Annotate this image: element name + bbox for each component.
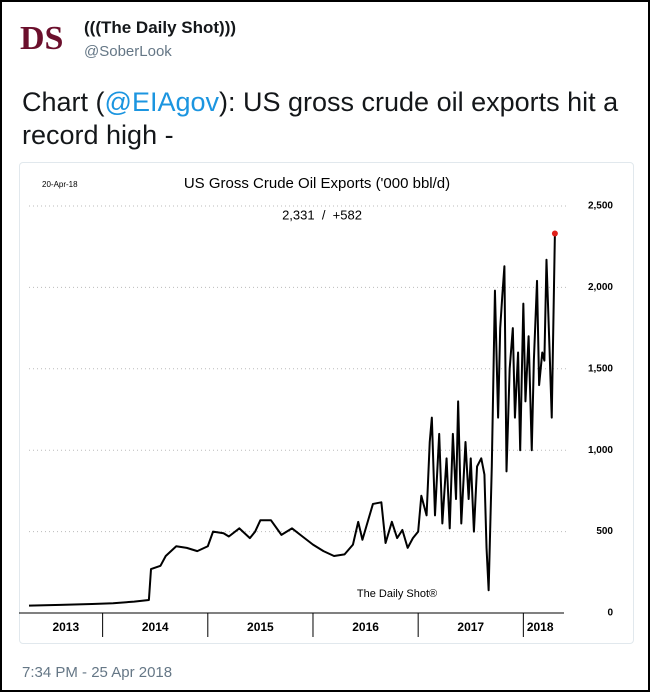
y-tick-label: 2,500 [588,201,613,212]
line [28,233,556,607]
chart-title: US Gross Crude Oil Exports ('000 bbl/d) [184,175,450,192]
chart: 20-Apr-18 US Gross Crude Oil Exports ('0… [19,175,613,637]
x-tick-label: 2013 [52,620,79,634]
mention[interactable]: @EIAgov [104,87,219,117]
last-point-marker [551,230,558,237]
y-tick-label: 500 [596,526,613,537]
y-tick-label: 1,500 [588,363,613,374]
annotation: 2,331 / +582 [282,207,362,222]
tweet-text: Chart (@EIAgov): US gross crude oil expo… [22,86,622,152]
y-tick-label: 0 [607,608,613,619]
x-tick-label: 2015 [247,620,274,634]
x-tick-label: 2017 [457,620,484,634]
x-tick-label: 2014 [142,620,169,634]
text: Chart ( [22,87,105,117]
display-name[interactable]: (((The Daily Shot))) [84,18,237,37]
x-tick-label: 2018 [527,620,554,634]
handle[interactable]: @SoberLook [84,43,172,60]
avatar-logo[interactable]: DS [20,20,64,57]
timestamp[interactable]: 7:34 PM - 25 Apr 2018 [22,664,173,681]
watermark: The Daily Shot® [357,588,437,600]
x-tick-label: 2016 [352,620,379,634]
media-frame[interactable] [19,162,634,644]
y-tick-label: 2,000 [588,282,613,293]
date-label: 20-Apr-18 [42,180,78,189]
y-tick-label: 1,000 [588,445,613,456]
text: ): US gross crude oil exports hit a reco… [22,87,619,150]
